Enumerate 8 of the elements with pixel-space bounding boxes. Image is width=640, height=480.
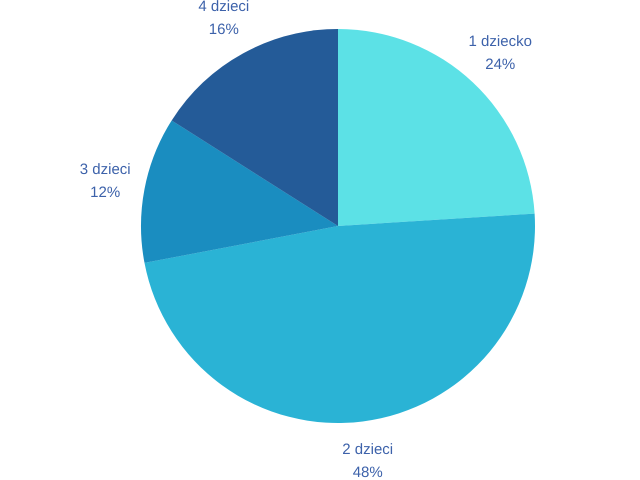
data-label: 16% — [208, 20, 239, 38]
slice-label: 1 dziecko — [468, 32, 532, 50]
data-label: 24% — [485, 56, 516, 73]
slice-label: 2 dzieci — [342, 440, 394, 458]
slice-label: 3 dzieci — [80, 161, 131, 178]
data-label: 48% — [352, 464, 383, 480]
slice-label: 4 dzieci — [198, 0, 250, 15]
data-label: 12% — [90, 184, 120, 202]
